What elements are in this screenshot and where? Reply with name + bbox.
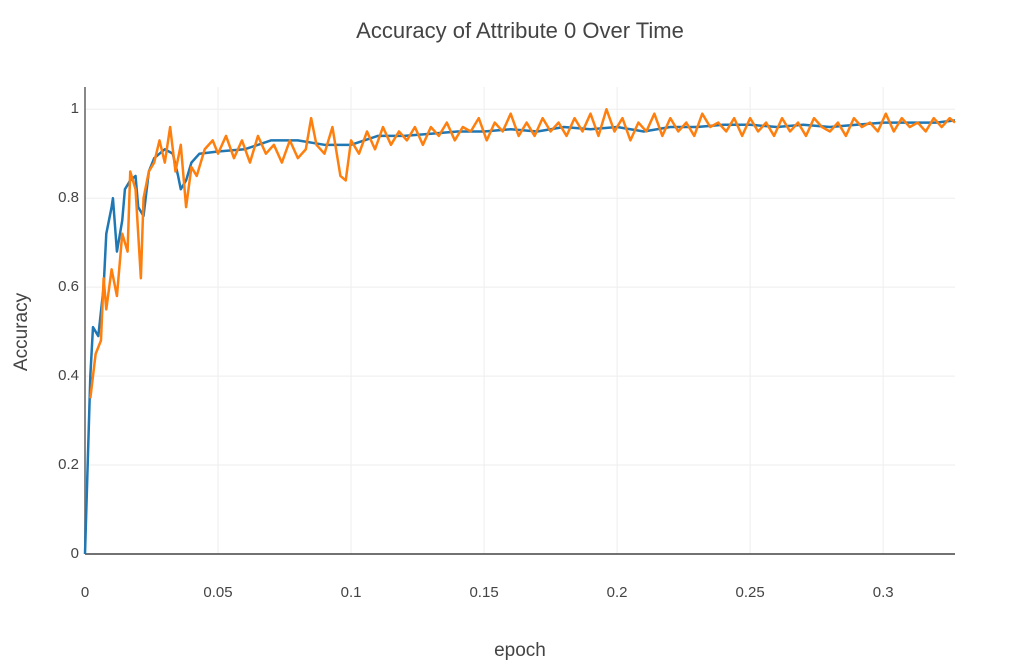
x-tick-label: 0.15: [469, 584, 498, 601]
y-tick-label: 1: [71, 100, 79, 117]
y-tick-label: 0.4: [58, 367, 79, 384]
y-axis-label: Accuracy: [11, 292, 32, 371]
y-tick-label: 0.8: [58, 189, 79, 206]
y-tick-label: 0.2: [58, 456, 79, 473]
y-tick-label: 0: [71, 545, 79, 562]
y-tick-label: 0.6: [58, 278, 79, 295]
line: [83, 119, 956, 555]
x-tick-label: 0.3: [873, 584, 894, 601]
line: [89, 107, 956, 399]
x-tick-label: 0.1: [341, 584, 362, 601]
x-tick-label: 0.25: [736, 584, 765, 601]
x-tick-label: 0.05: [203, 584, 232, 601]
x-tick-label: 0: [81, 584, 89, 601]
chart-title: Accuracy of Attribute 0 Over Time: [356, 18, 684, 43]
x-axis-label: epoch: [494, 640, 546, 661]
x-tick-label: 0.2: [607, 584, 628, 601]
